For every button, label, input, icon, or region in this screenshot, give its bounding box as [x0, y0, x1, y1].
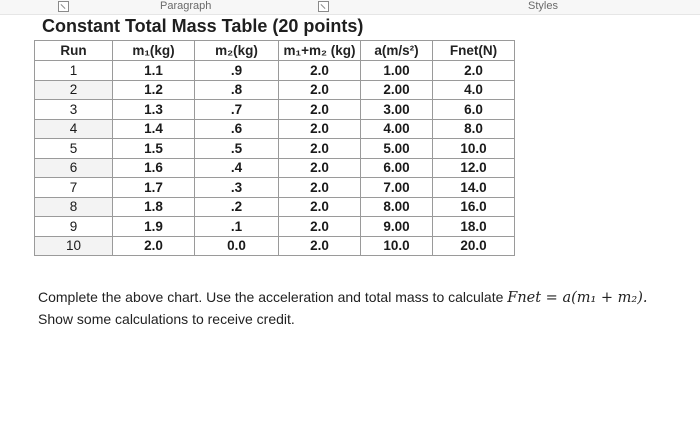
table-row: 3 1.3 .7 2.0 3.00 6.0 [34, 99, 515, 120]
dialog-launcher-icon[interactable] [58, 1, 69, 12]
table-cell: 3.00 [360, 99, 433, 120]
table-cell: 2.0 [278, 99, 361, 120]
table-cell: 16.0 [432, 196, 515, 217]
table-cell: 2.0 [278, 216, 361, 237]
table-cell-run: 6 [34, 157, 113, 178]
table-row: 1 1.1 .9 2.0 1.00 2.0 [34, 60, 515, 81]
table-cell-run: 2 [34, 79, 113, 100]
table-cell: 6.0 [432, 99, 515, 120]
table-cell: 1.6 [112, 157, 195, 178]
table-cell: 20.0 [432, 235, 515, 256]
table-cell: 2.0 [278, 60, 361, 81]
table-cell: 2.0 [278, 177, 361, 198]
table-cell: 2.0 [278, 235, 361, 256]
header-fnet: Fnet(N) [432, 40, 515, 61]
table-cell: 1.4 [112, 118, 195, 139]
table-cell: 1.9 [112, 216, 195, 237]
table-cell: .2 [194, 196, 279, 217]
table-cell: 1.8 [112, 196, 195, 217]
table-cell: 2.0 [432, 60, 515, 81]
styles-group-label: Styles [528, 0, 558, 12]
table-row: 9 1.9 .1 2.0 9.00 18.0 [34, 216, 515, 237]
table-cell: 8.0 [432, 118, 515, 139]
instructions-line-2: Show some calculations to receive credit… [38, 311, 295, 327]
table-cell: .5 [194, 138, 279, 159]
table-cell: 4.00 [360, 118, 433, 139]
table-cell: .4 [194, 157, 279, 178]
header-run: Run [34, 40, 113, 61]
table-row: 10 2.0 0.0 2.0 10.0 20.0 [34, 235, 515, 256]
table-cell: 2.0 [278, 79, 361, 100]
table-row: 6 1.6 .4 2.0 6.00 12.0 [34, 157, 515, 178]
instructions-text: Complete the above chart. Use the accele… [38, 287, 693, 330]
ribbon-strip: Paragraph Styles [0, 0, 700, 15]
table-cell: 12.0 [432, 157, 515, 178]
table-cell-run: 7 [34, 177, 113, 198]
table-cell-run: 5 [34, 138, 113, 159]
mass-table: Run m₁(kg) m₂(kg) m₁+m₂ (kg) a(m/s²) Fne… [34, 40, 515, 256]
table-cell-run: 4 [34, 118, 113, 139]
table-cell-run: 9 [34, 216, 113, 237]
fnet-formula: Fnet = a(m₁ + m₂). [507, 290, 648, 306]
table-cell: 10.0 [360, 235, 433, 256]
table-cell: 2.0 [278, 118, 361, 139]
table-cell: 1.3 [112, 99, 195, 120]
table-row: 2 1.2 .8 2.0 2.00 4.0 [34, 79, 515, 100]
table-cell: .6 [194, 118, 279, 139]
table-cell: 4.0 [432, 79, 515, 100]
table-cell: 2.0 [278, 157, 361, 178]
table-cell: 2.00 [360, 79, 433, 100]
table-cell-run: 3 [34, 99, 113, 120]
table-header-row: Run m₁(kg) m₂(kg) m₁+m₂ (kg) a(m/s²) Fne… [34, 40, 515, 61]
table-cell-run: 10 [34, 235, 113, 256]
header-m1: m₁(kg) [112, 40, 195, 61]
table-cell: 10.0 [432, 138, 515, 159]
table-row: 8 1.8 .2 2.0 8.00 16.0 [34, 196, 515, 217]
table-cell: .1 [194, 216, 279, 237]
table-cell: 9.00 [360, 216, 433, 237]
table-row: 7 1.7 .3 2.0 7.00 14.0 [34, 177, 515, 198]
header-total-mass: m₁+m₂ (kg) [278, 40, 361, 61]
table-cell: .7 [194, 99, 279, 120]
table-cell: 1.00 [360, 60, 433, 81]
instructions-line-1: Complete the above chart. Use the accele… [38, 289, 508, 305]
table-cell-run: 8 [34, 196, 113, 217]
table-cell: 2.0 [278, 138, 361, 159]
table-cell: 8.00 [360, 196, 433, 217]
header-m2: m₂(kg) [194, 40, 279, 61]
table-cell: 1.1 [112, 60, 195, 81]
table-cell: 1.5 [112, 138, 195, 159]
table-cell: 5.00 [360, 138, 433, 159]
table-cell: 0.0 [194, 235, 279, 256]
table-row: 5 1.5 .5 2.0 5.00 10.0 [34, 138, 515, 159]
table-cell: .9 [194, 60, 279, 81]
table-cell: 2.0 [112, 235, 195, 256]
header-acceleration: a(m/s²) [360, 40, 433, 61]
table-cell-run: 1 [34, 60, 113, 81]
table-cell: 18.0 [432, 216, 515, 237]
paragraph-group-label: Paragraph [160, 0, 212, 12]
page-title: Constant Total Mass Table (20 points) [42, 16, 364, 36]
table-cell: .3 [194, 177, 279, 198]
table-cell: 6.00 [360, 157, 433, 178]
table-row: 4 1.4 .6 2.0 4.00 8.0 [34, 118, 515, 139]
table-cell: 1.7 [112, 177, 195, 198]
table-cell: 14.0 [432, 177, 515, 198]
table-cell: 7.00 [360, 177, 433, 198]
table-cell: .8 [194, 79, 279, 100]
table-cell: 2.0 [278, 196, 361, 217]
dialog-launcher-icon[interactable] [318, 1, 329, 12]
table-cell: 1.2 [112, 79, 195, 100]
